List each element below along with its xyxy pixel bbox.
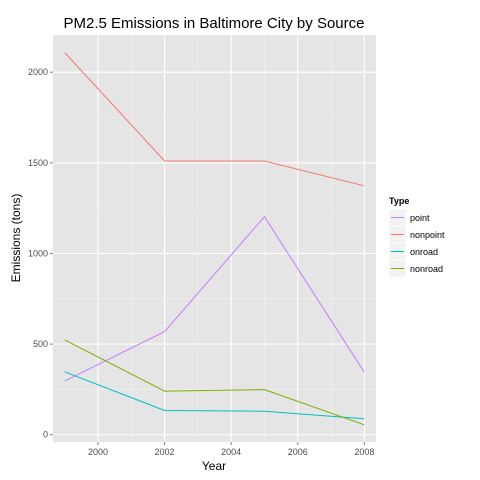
x-tick-label: 2008 bbox=[354, 447, 374, 457]
series-line-point bbox=[64, 215, 365, 382]
legend-item-nonpoint: nonpoint bbox=[388, 225, 445, 244]
legend-label: onroad bbox=[410, 247, 438, 257]
chart-title: PM2.5 Emissions in Baltimore City by Sou… bbox=[64, 15, 365, 32]
legend-label: point bbox=[410, 213, 430, 223]
y-tick-label: 500 bbox=[33, 339, 48, 349]
y-tick-label: 1000 bbox=[28, 248, 48, 258]
y-axis-title: Emissions (tons) bbox=[9, 194, 23, 283]
x-axis-title: Year bbox=[202, 459, 226, 473]
plot-panel bbox=[53, 35, 376, 442]
grid-major bbox=[53, 35, 376, 442]
series-line-nonpoint bbox=[64, 52, 365, 187]
legend: Type point nonpoint onroad nonroad bbox=[388, 196, 445, 278]
grid-minor bbox=[53, 35, 376, 442]
y-tick-label: 2000 bbox=[28, 67, 48, 77]
series-line-nonroad bbox=[64, 339, 365, 426]
legend-title: Type bbox=[389, 196, 409, 206]
x-tick-label: 2004 bbox=[221, 447, 241, 457]
series-line-onroad bbox=[64, 371, 365, 420]
x-axis: 2000 2002 2004 2006 2008 bbox=[88, 442, 374, 457]
legend-item-point: point bbox=[388, 208, 430, 227]
legend-item-nonroad: nonroad bbox=[388, 259, 443, 278]
y-tick-label: 0 bbox=[43, 430, 48, 440]
legend-item-onroad: onroad bbox=[388, 242, 438, 261]
y-axis: 0 500 1000 1500 2000 bbox=[28, 67, 53, 440]
x-tick-label: 2002 bbox=[155, 447, 175, 457]
legend-items: point nonpoint onroad nonroad bbox=[388, 208, 445, 278]
x-tick-label: 2000 bbox=[88, 447, 108, 457]
x-tick-label: 2006 bbox=[288, 447, 308, 457]
y-tick-label: 1500 bbox=[28, 158, 48, 168]
series-lines bbox=[64, 52, 365, 426]
legend-label: nonroad bbox=[410, 264, 443, 274]
legend-label: nonpoint bbox=[410, 230, 445, 240]
